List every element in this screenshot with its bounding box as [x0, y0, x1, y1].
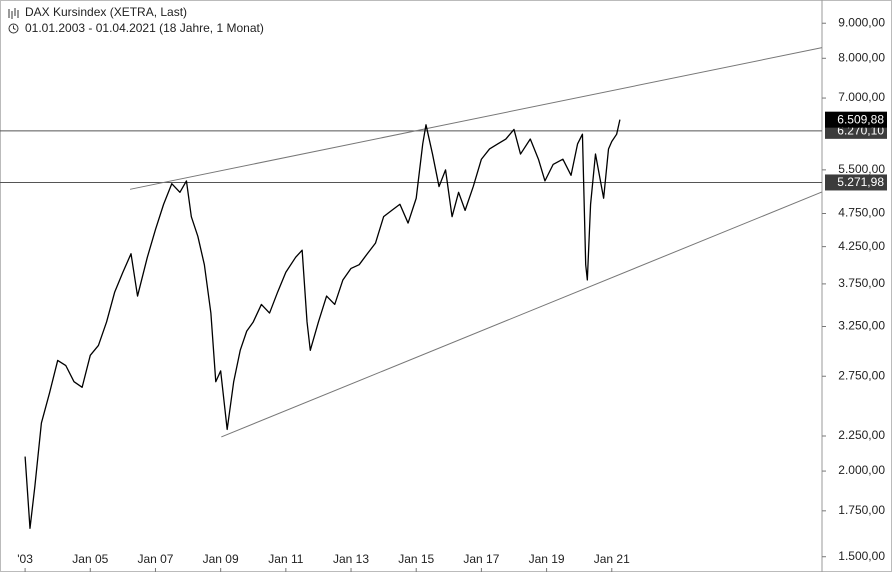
x-tick-label: Jan 05 — [72, 552, 108, 566]
reference-label-box — [825, 174, 887, 191]
chart-title: DAX Kursindex (XETRA, Last) — [25, 5, 187, 19]
y-tick-label: 8.000,00 — [838, 50, 885, 64]
x-tick-label: Jan 15 — [398, 552, 434, 566]
y-tick-label: 9.000,00 — [838, 15, 885, 29]
x-tick-label: Jan 09 — [203, 552, 239, 566]
y-tick-label: 2.000,00 — [838, 463, 885, 477]
chart-subtitle: 01.01.2003 - 01.04.2021 (18 Jahre, 1 Mon… — [25, 21, 264, 35]
reference-label: 5.271,98 — [837, 175, 884, 189]
x-tick-label: Jan 17 — [463, 552, 499, 566]
y-tick-label: 4.750,00 — [838, 206, 885, 220]
x-tick-label: Jan 13 — [333, 552, 369, 566]
chart-icon — [8, 8, 19, 19]
y-tick-label: 5.500,00 — [838, 162, 885, 176]
y-tick-label: 3.250,00 — [838, 319, 885, 333]
x-tick-label: Jan 11 — [268, 552, 303, 566]
y-tick-label: 2.750,00 — [838, 368, 885, 382]
x-tick-label: Jan 19 — [529, 552, 565, 566]
x-tick-label: '03 — [17, 552, 33, 566]
y-tick-label: 1.500,00 — [838, 549, 885, 563]
price-line — [24, 119, 621, 529]
y-tick-label: 3.750,00 — [838, 276, 885, 290]
trendline — [129, 47, 823, 190]
last-value-label: 6.509,88 — [837, 112, 884, 126]
clock-icon — [8, 23, 19, 34]
y-tick-label: 4.250,00 — [838, 239, 885, 253]
x-tick-label: Jan 21 — [594, 552, 630, 566]
trendline — [221, 191, 823, 438]
x-tick-label: Jan 07 — [137, 552, 173, 566]
y-tick-label: 2.250,00 — [838, 428, 885, 442]
y-tick-label: 7.000,00 — [838, 90, 885, 104]
y-tick-label: 1.750,00 — [838, 503, 885, 517]
last-value-box — [825, 111, 887, 128]
